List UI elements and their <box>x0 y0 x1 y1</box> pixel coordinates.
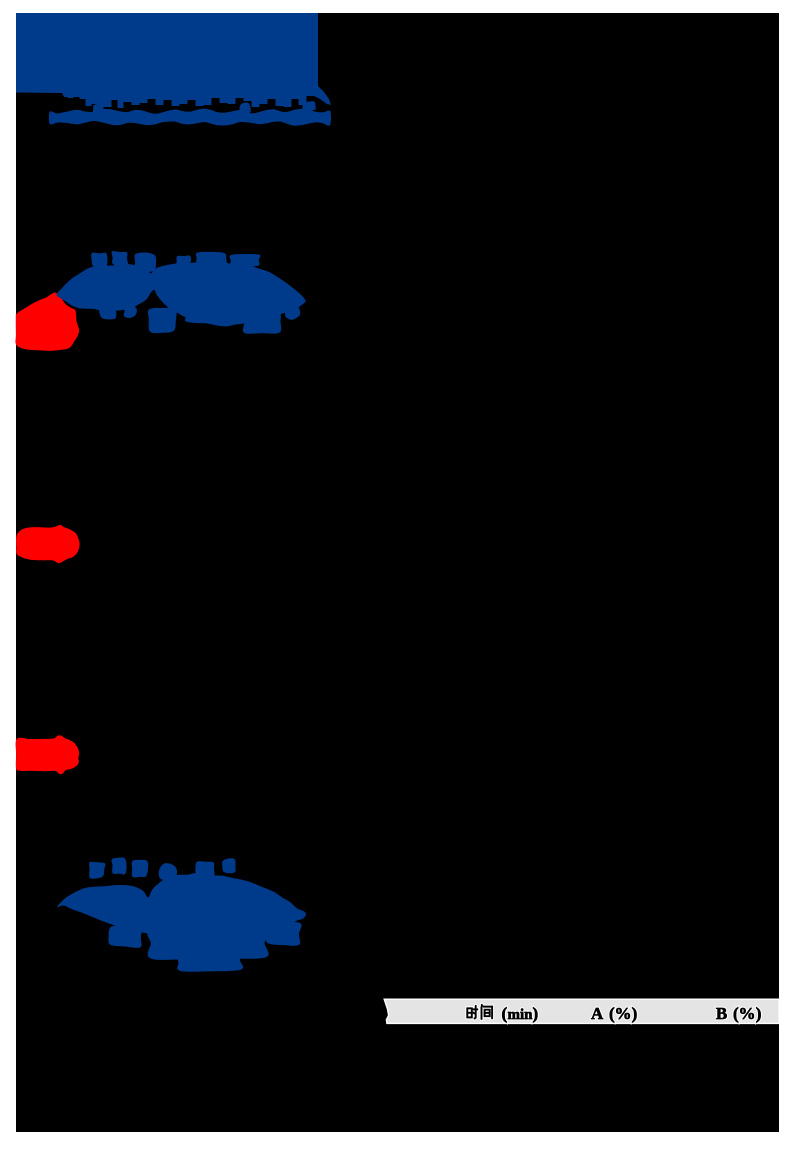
svg-text:): ) <box>632 1004 638 1023</box>
svg-text:min: min <box>508 1007 534 1023</box>
svg-text:A: A <box>591 1004 604 1023</box>
svg-text:%: % <box>615 1004 632 1023</box>
svg-text:%: % <box>739 1004 756 1023</box>
svg-text:(: ( <box>733 1004 739 1023</box>
svg-text:(: ( <box>609 1004 615 1023</box>
svg-text:): ) <box>632 1004 638 1023</box>
svg-text:(: ( <box>733 1004 739 1023</box>
svg-text:A: A <box>591 1004 604 1023</box>
svg-text:): ) <box>533 1004 539 1023</box>
svg-text:): ) <box>756 1004 762 1023</box>
svg-text:B: B <box>716 1004 727 1023</box>
svg-text:(: ( <box>502 1004 508 1023</box>
svg-text:(: ( <box>609 1004 615 1023</box>
svg-text:(: ( <box>502 1004 508 1023</box>
svg-text:%: % <box>739 1004 756 1023</box>
svg-text:): ) <box>756 1004 762 1023</box>
svg-text:min: min <box>508 1007 534 1023</box>
svg-text:%: % <box>615 1004 632 1023</box>
svg-text:): ) <box>533 1004 539 1023</box>
svg-text:B: B <box>716 1004 727 1023</box>
